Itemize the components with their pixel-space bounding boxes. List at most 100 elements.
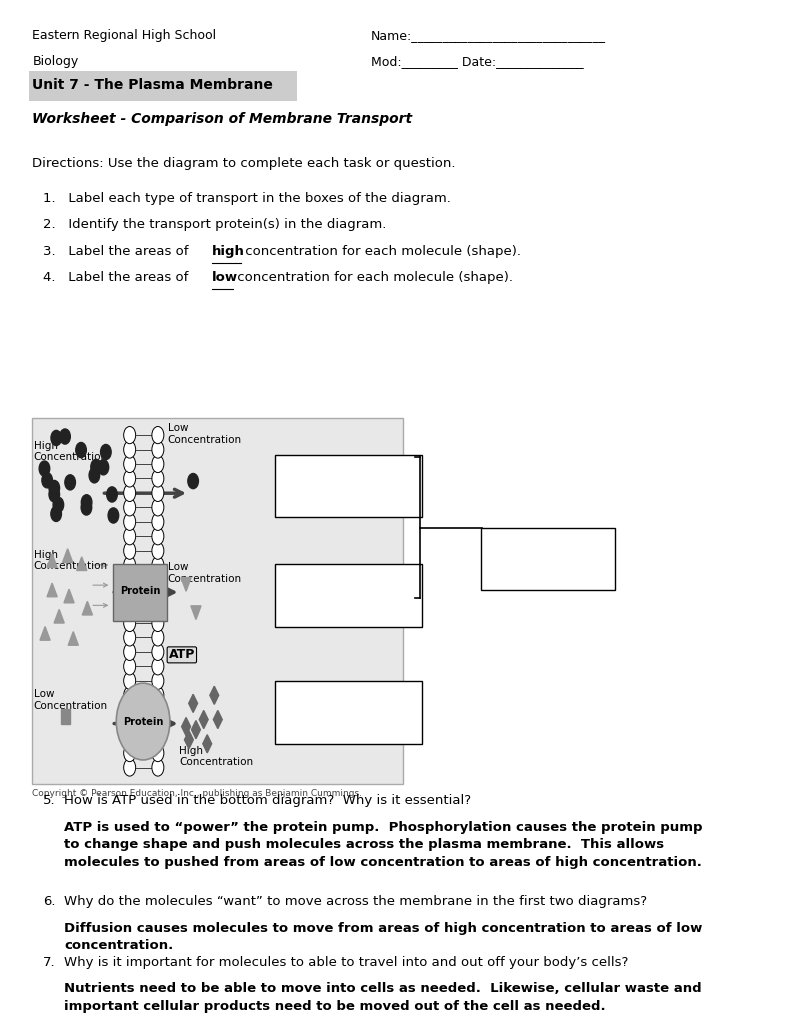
Circle shape: [152, 759, 164, 776]
Polygon shape: [182, 718, 191, 735]
Text: Biology: Biology: [32, 54, 78, 68]
Circle shape: [51, 430, 62, 445]
Circle shape: [123, 701, 136, 718]
Text: 3.   Label the areas of: 3. Label the areas of: [43, 245, 193, 258]
Text: Low
Concentration: Low Concentration: [34, 689, 108, 711]
Circle shape: [108, 508, 119, 523]
Circle shape: [123, 643, 136, 660]
Circle shape: [152, 470, 164, 487]
Text: High
Concentration: High Concentration: [34, 440, 108, 462]
Circle shape: [123, 759, 136, 776]
FancyBboxPatch shape: [275, 564, 422, 627]
Polygon shape: [199, 711, 208, 729]
Circle shape: [152, 427, 164, 443]
Polygon shape: [184, 731, 193, 749]
Circle shape: [152, 513, 164, 530]
Polygon shape: [191, 606, 201, 620]
Polygon shape: [40, 627, 50, 640]
Circle shape: [152, 441, 164, 458]
Text: ATP is used to “power” the protein pump.  Phosphorylation causes the protein pum: ATP is used to “power” the protein pump.…: [64, 820, 702, 868]
Text: Passive Transport: Passive Transport: [488, 551, 597, 564]
Text: 6.: 6.: [43, 895, 55, 908]
Circle shape: [76, 442, 86, 458]
Circle shape: [123, 441, 136, 458]
Polygon shape: [210, 686, 219, 705]
Circle shape: [39, 461, 50, 476]
Circle shape: [152, 571, 164, 588]
Text: concentration for each molecule (shape).: concentration for each molecule (shape).: [233, 271, 513, 284]
Circle shape: [152, 527, 164, 545]
Circle shape: [152, 687, 164, 703]
Circle shape: [107, 486, 117, 502]
Circle shape: [152, 600, 164, 617]
Circle shape: [123, 672, 136, 689]
Text: Protein: Protein: [123, 717, 163, 727]
Text: high: high: [212, 245, 245, 258]
Text: 5.: 5.: [43, 795, 55, 807]
Circle shape: [123, 614, 136, 632]
Polygon shape: [64, 589, 74, 603]
Circle shape: [123, 687, 136, 703]
Text: Why do the molecules “want” to move across the membrane in the first two diagram: Why do the molecules “want” to move acro…: [64, 895, 647, 908]
FancyBboxPatch shape: [32, 419, 403, 784]
Circle shape: [123, 557, 136, 573]
Circle shape: [123, 629, 136, 646]
Polygon shape: [191, 721, 200, 738]
Circle shape: [152, 716, 164, 733]
Text: low: low: [212, 271, 238, 284]
Circle shape: [152, 701, 164, 718]
Text: Low
Concentration: Low Concentration: [168, 562, 242, 584]
Text: Unit 7 - The Plasma Membrane: Unit 7 - The Plasma Membrane: [32, 78, 273, 92]
Text: concentration for each molecule (shape).: concentration for each molecule (shape).: [240, 245, 520, 258]
Circle shape: [152, 586, 164, 603]
Text: Nutrients need to be able to move into cells as needed.  Likewise, cellular wast: Nutrients need to be able to move into c…: [64, 982, 702, 1013]
Text: Why is it important for molecules to able to travel into and out off your body’s: Why is it important for molecules to abl…: [64, 956, 629, 969]
Text: Copyright © Pearson Education, Inc., publishing as Benjamin Cummings.: Copyright © Pearson Education, Inc., pub…: [32, 790, 362, 799]
Circle shape: [49, 486, 59, 502]
Text: High
Concentration: High Concentration: [179, 745, 253, 767]
FancyBboxPatch shape: [275, 455, 422, 517]
Circle shape: [123, 484, 136, 502]
Circle shape: [152, 643, 164, 660]
Circle shape: [152, 672, 164, 689]
Circle shape: [123, 716, 136, 733]
Circle shape: [187, 473, 199, 488]
Circle shape: [49, 480, 59, 496]
FancyBboxPatch shape: [275, 681, 422, 743]
Text: 4.   Label the areas of: 4. Label the areas of: [43, 271, 192, 284]
Text: Name:_______________________________: Name:_______________________________: [371, 30, 606, 42]
Circle shape: [65, 475, 75, 489]
Circle shape: [123, 571, 136, 588]
Text: ATP: ATP: [168, 648, 195, 662]
Polygon shape: [54, 609, 64, 623]
Circle shape: [123, 456, 136, 473]
Circle shape: [123, 730, 136, 748]
Text: 7.: 7.: [43, 956, 55, 969]
Circle shape: [123, 427, 136, 443]
Circle shape: [152, 499, 164, 516]
Text: Low
Concentration: Low Concentration: [168, 424, 242, 445]
Text: Directions: Use the diagram to complete each task or question.: Directions: Use the diagram to complete …: [32, 157, 456, 170]
Circle shape: [91, 460, 101, 474]
Text: How is ATP used in the bottom diagram?  Why is it essential?: How is ATP used in the bottom diagram? W…: [64, 795, 471, 807]
Text: Protein: Protein: [120, 586, 161, 596]
Circle shape: [152, 456, 164, 473]
Circle shape: [152, 657, 164, 675]
Circle shape: [152, 629, 164, 646]
Circle shape: [152, 730, 164, 748]
Polygon shape: [189, 694, 198, 713]
Circle shape: [89, 468, 100, 483]
Circle shape: [152, 484, 164, 502]
FancyBboxPatch shape: [113, 564, 167, 621]
Text: Facilitated Diffusion: Facilitated Diffusion: [282, 588, 406, 601]
Circle shape: [123, 657, 136, 675]
Circle shape: [123, 586, 136, 603]
Circle shape: [152, 557, 164, 573]
Text: Mod:_________ Date:______________: Mod:_________ Date:______________: [371, 54, 584, 68]
Polygon shape: [82, 601, 93, 615]
Circle shape: [60, 429, 70, 444]
FancyBboxPatch shape: [481, 527, 615, 590]
Circle shape: [123, 513, 136, 530]
Text: Eastern Regional High School: Eastern Regional High School: [32, 30, 217, 42]
Circle shape: [152, 542, 164, 559]
